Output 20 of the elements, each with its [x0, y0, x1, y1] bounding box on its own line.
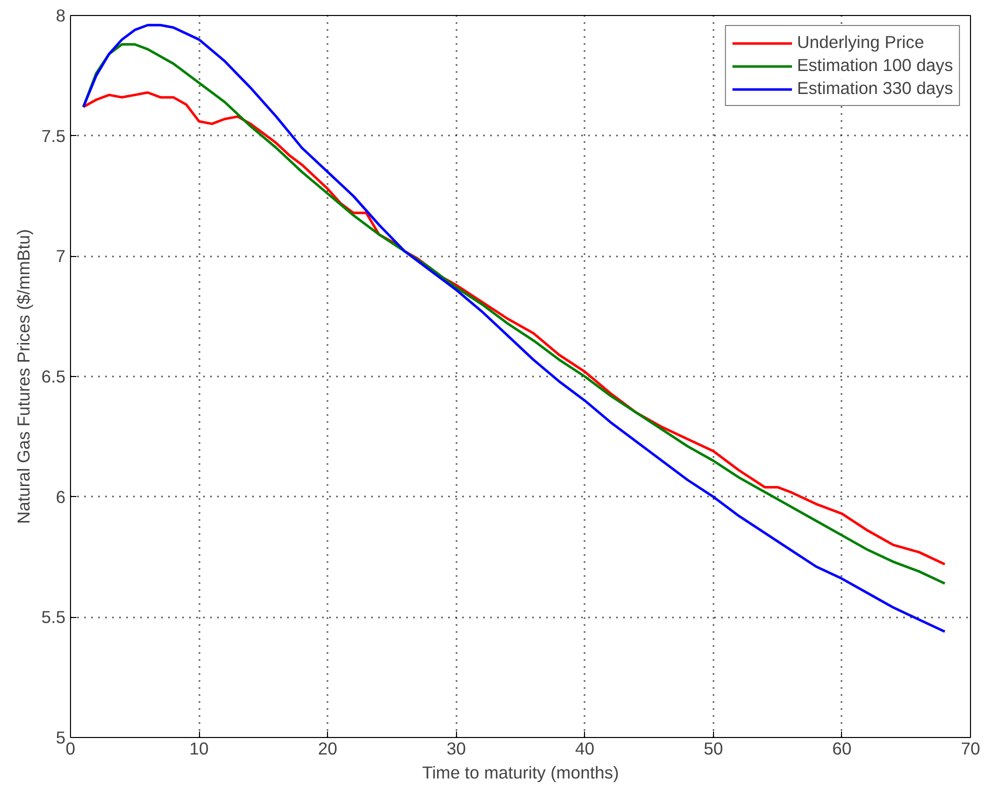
x-tick-label: 20	[318, 738, 338, 758]
x-tick-label: 0	[66, 738, 76, 758]
x-tick-label: 10	[189, 738, 209, 758]
y-tick-label: 6.5	[41, 366, 66, 386]
y-tick-label: 5.5	[41, 607, 66, 628]
x-tick-label: 50	[704, 738, 723, 758]
y-tick-label: 7	[56, 246, 66, 266]
legend-label: Estimation 100 days	[796, 55, 953, 76]
y-tick-label: 5	[56, 728, 66, 748]
x-tick-label: 70	[960, 738, 980, 758]
legend-label: Estimation 330 days	[796, 78, 953, 99]
y-axis-title: Natural Gas Futures Prices ($/mmBtu)	[13, 229, 34, 524]
y-tick-label: 8	[56, 6, 66, 26]
x-tick-label: 40	[575, 738, 594, 758]
x-axis-title: Time to maturity (months)	[422, 762, 619, 782]
y-tick-label: 6	[56, 486, 66, 507]
legend-label: Underlying Price	[796, 32, 924, 53]
y-tick-label: 7.5	[41, 126, 66, 146]
x-tick-label: 30	[446, 738, 466, 758]
x-tick-label: 60	[832, 738, 852, 758]
